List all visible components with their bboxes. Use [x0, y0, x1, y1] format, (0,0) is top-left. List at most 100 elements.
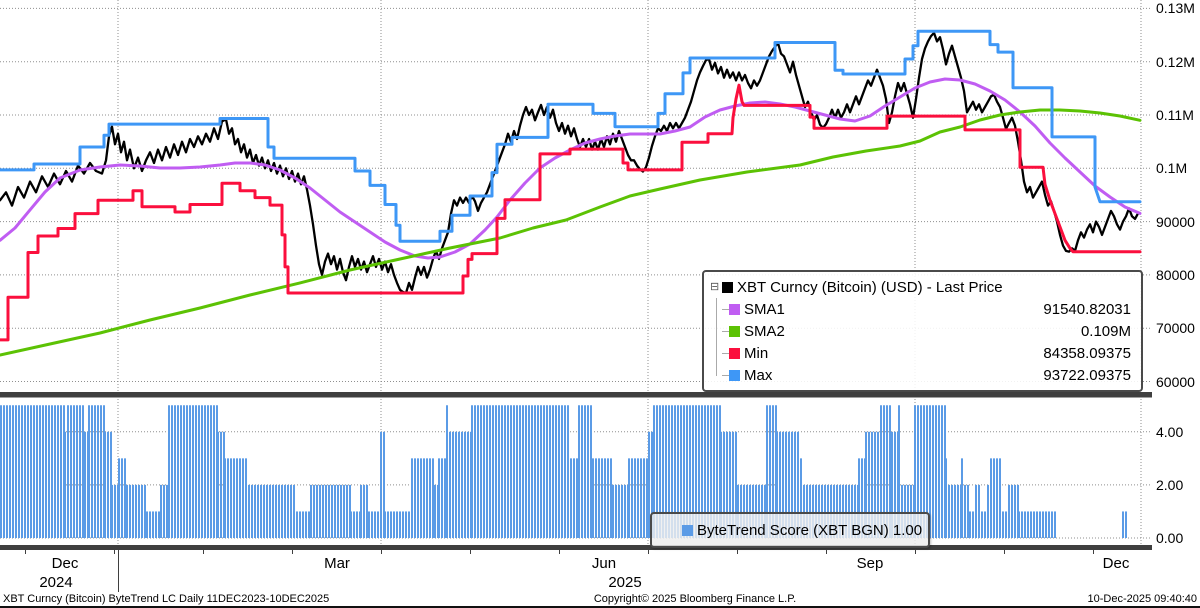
- score-bar: [9, 405, 11, 538]
- score-bar: [144, 484, 146, 538]
- score-bar: [967, 484, 969, 538]
- score-bar: [648, 431, 650, 538]
- score-bar: [809, 484, 811, 538]
- score-bar: [531, 405, 533, 538]
- score-bar: [640, 458, 642, 538]
- score-bar: [723, 431, 725, 538]
- score-bar: [498, 405, 500, 538]
- score-bar: [726, 431, 728, 538]
- score-bar: [91, 405, 93, 538]
- score-bar: [969, 511, 971, 538]
- score-bar: [121, 458, 123, 538]
- score-bar: [54, 405, 56, 538]
- series-max: [0, 29, 1142, 243]
- score-bar: [776, 431, 778, 538]
- legend-label: SMA2: [744, 322, 785, 340]
- score-bar: [830, 484, 832, 538]
- price-legend-box[interactable]: ⊟ XBT Curncy (Bitcoin) (USD) - Last Pric…: [702, 270, 1143, 392]
- score-bar: [743, 484, 745, 538]
- legend-label: SMA1: [744, 300, 785, 318]
- score-bar: [788, 431, 790, 538]
- score-bar: [213, 405, 215, 538]
- score-bar: [236, 458, 238, 538]
- score-bar: [785, 431, 787, 538]
- score-bar: [346, 484, 348, 538]
- score-bar: [79, 405, 81, 538]
- score-legend-box[interactable]: ByteTrend Score (XBT BGN) 1.00: [650, 512, 930, 548]
- month-tick: [470, 550, 471, 554]
- score-bar: [564, 405, 566, 538]
- legend-row-min[interactable]: Min 84358.09375: [710, 342, 1131, 364]
- score-bar: [129, 484, 131, 538]
- score-bar: [513, 405, 515, 538]
- score-bar: [981, 511, 983, 538]
- score-bar: [929, 405, 931, 538]
- score-bar: [192, 405, 194, 538]
- score-bar: [444, 458, 446, 538]
- score-bar: [749, 484, 751, 538]
- score-bar: [1039, 511, 1041, 538]
- score-bar: [73, 405, 75, 538]
- month-tick: [1004, 550, 1005, 554]
- legend-row-sma1[interactable]: SMA1 91540.82031: [710, 298, 1131, 320]
- score-bar: [683, 405, 685, 538]
- score-legend-label: ByteTrend Score (XBT BGN) 1.00: [697, 521, 923, 539]
- score-bar: [204, 405, 206, 538]
- score-bar: [587, 405, 589, 538]
- score-bar: [938, 405, 940, 538]
- score-bar: [735, 431, 737, 538]
- month-tick: [737, 550, 738, 554]
- score-bar: [402, 511, 404, 538]
- sma2-swatch: [729, 325, 740, 337]
- score-bar: [242, 458, 244, 538]
- score-bar: [794, 431, 796, 538]
- score-bar: [615, 484, 617, 538]
- score-bar: [84, 431, 86, 538]
- x-axis-bar: [0, 545, 1152, 550]
- score-axis-label: 2.00: [1156, 476, 1184, 493]
- series-sma2: [0, 108, 1142, 357]
- price-axis-label: 0.11M: [1156, 107, 1194, 123]
- score-bar: [590, 405, 592, 538]
- score-bar: [467, 431, 469, 538]
- score-bar: [865, 431, 867, 538]
- score-bar: [24, 405, 26, 538]
- score-bar: [704, 405, 706, 538]
- score-bar: [308, 511, 310, 538]
- score-bar: [434, 484, 436, 538]
- price-axis-label: 0.1M: [1156, 160, 1188, 177]
- score-bar: [319, 484, 321, 538]
- month-tick: [915, 550, 916, 554]
- price-axis-label: 0.13M: [1156, 0, 1195, 17]
- year-separator-line: [118, 550, 119, 592]
- collapse-icon[interactable]: ⊟: [710, 280, 720, 293]
- score-bar: [729, 431, 731, 538]
- score-bar: [6, 405, 8, 538]
- tree-stub: [722, 352, 729, 354]
- score-bar: [420, 458, 422, 538]
- month-tick: [648, 550, 649, 554]
- score-bar: [552, 405, 554, 538]
- score-bar: [920, 405, 922, 538]
- legend-row-last-price[interactable]: ⊟ XBT Curncy (Bitcoin) (USD) - Last Pric…: [710, 276, 1131, 298]
- score-bar: [689, 405, 691, 538]
- score-bar: [446, 405, 448, 538]
- score-bar: [64, 431, 66, 538]
- score-bar: [245, 458, 247, 538]
- score-axis-label: 4.00: [1156, 423, 1184, 440]
- legend-row-max[interactable]: Max 93722.09375: [710, 364, 1131, 386]
- score-bar: [76, 405, 78, 538]
- score-bar: [429, 458, 431, 538]
- score-bar: [618, 484, 620, 538]
- score-bar: [932, 405, 934, 538]
- score-bar: [707, 405, 709, 538]
- score-bar: [160, 484, 162, 538]
- score-bar: [951, 484, 953, 538]
- score-bar: [883, 405, 885, 538]
- score-bar: [935, 405, 937, 538]
- month-tick: [114, 550, 115, 554]
- legend-row-sma2[interactable]: SMA2 0.109M: [710, 320, 1131, 342]
- score-bar: [464, 431, 466, 538]
- price-axis-label: 90000: [1156, 213, 1195, 230]
